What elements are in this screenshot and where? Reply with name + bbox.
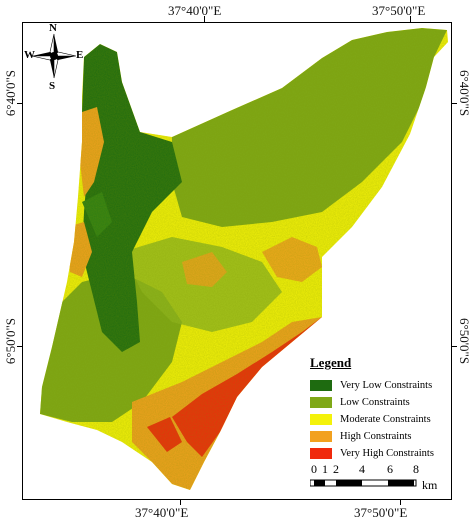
legend-swatch xyxy=(310,448,332,459)
legend-swatch xyxy=(310,397,332,408)
tick-left-2 xyxy=(17,346,22,347)
scale-unit: km xyxy=(422,478,438,492)
tick-bottom-2 xyxy=(400,500,401,505)
tick-right-2 xyxy=(452,346,457,347)
compass-w: W xyxy=(24,49,35,61)
scale-label: 4 xyxy=(359,462,365,476)
legend: Legend Very Low Constraints Low Constrai… xyxy=(310,355,450,462)
legend-item: Very High Constraints xyxy=(310,445,450,462)
legend-item: Low Constraints xyxy=(310,394,450,411)
tick-left-1 xyxy=(17,103,22,104)
legend-label: High Constraints xyxy=(340,431,412,442)
coord-left-bottom: 6°50'0"S xyxy=(3,318,18,365)
scale-bar: 0 1 2 4 6 8 km xyxy=(308,462,438,492)
coord-top-left: 37°40'0"E xyxy=(168,3,222,18)
legend-swatch xyxy=(310,431,332,442)
scale-label: 1 xyxy=(322,462,328,476)
legend-label: Moderate Constraints xyxy=(340,414,431,425)
scale-label: 8 xyxy=(413,462,419,476)
coord-right-bottom: 6°50'0"S xyxy=(457,318,472,365)
legend-swatch xyxy=(310,380,332,391)
compass-rose-icon xyxy=(31,33,77,79)
compass-s: S xyxy=(49,80,56,92)
tick-bottom-1 xyxy=(180,500,181,505)
tick-top-2 xyxy=(410,16,411,22)
constraint-map xyxy=(40,28,448,490)
scale-label: 0 xyxy=(311,462,317,476)
compass-e: E xyxy=(76,49,84,61)
legend-item: High Constraints xyxy=(310,428,450,445)
legend-label: Very High Constraints xyxy=(340,448,434,459)
legend-label: Low Constraints xyxy=(340,397,410,408)
scale-bar-graphic xyxy=(310,479,417,487)
coord-right-top: 6°40'0"S xyxy=(457,70,472,117)
tick-top-1 xyxy=(204,16,205,22)
coord-bottom-right: 37°50'0"E xyxy=(354,505,408,520)
legend-item: Moderate Constraints xyxy=(310,411,450,428)
coord-top-right: 37°50'0"E xyxy=(372,3,426,18)
tick-right-1 xyxy=(452,103,457,104)
north-arrow: N S W E xyxy=(24,22,84,92)
coord-bottom-left: 37°40'0"E xyxy=(135,505,189,520)
legend-label: Very Low Constraints xyxy=(340,380,433,391)
coord-left-top: 6°40'0"S xyxy=(3,70,18,117)
scale-label: 2 xyxy=(333,462,339,476)
legend-item: Very Low Constraints xyxy=(310,377,450,394)
scale-label: 6 xyxy=(387,462,393,476)
legend-title: Legend xyxy=(310,355,352,370)
legend-swatch xyxy=(310,414,332,425)
compass-n: N xyxy=(49,22,57,34)
